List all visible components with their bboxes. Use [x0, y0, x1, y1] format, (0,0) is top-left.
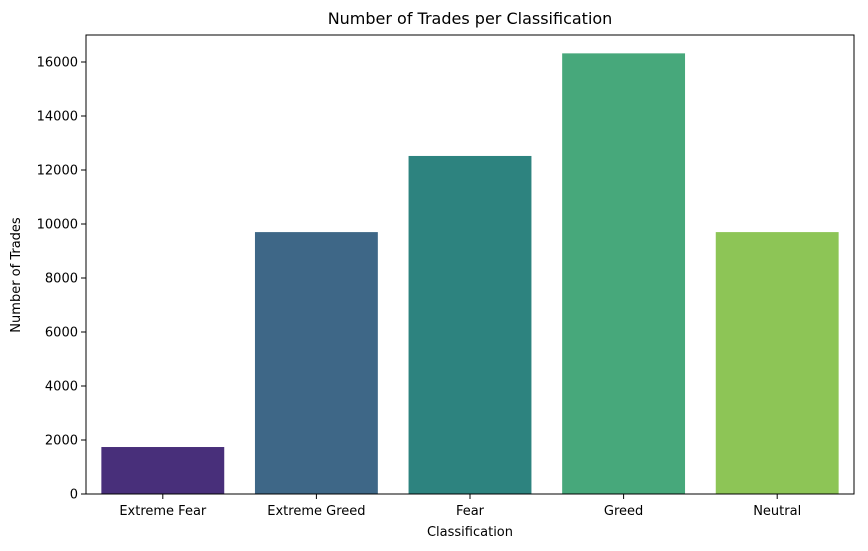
- bar-neutral: [715, 232, 839, 494]
- x-tick-label: Extreme Fear: [119, 504, 207, 519]
- y-tick-label: 4000: [45, 380, 78, 395]
- y-axis: 0 2000 4000 6000 8000 10000 12000 14000 16000: [37, 56, 86, 503]
- y-tick-label: 2000: [45, 434, 78, 449]
- bar-extreme-greed: [254, 232, 378, 494]
- x-axis: Extreme Fear Extreme Greed Fear Greed Neutra…: [119, 494, 801, 519]
- x-tick-label: Greed: [604, 504, 643, 519]
- chart-title: Number of Trades per Classification: [328, 9, 613, 28]
- x-tick-label: Neutral: [753, 504, 801, 519]
- bar-greed: [562, 53, 686, 495]
- plot-frame: [85, 34, 855, 495]
- bar-extreme-fear: [101, 447, 225, 494]
- y-axis-label: Number of Trades: [9, 217, 24, 333]
- y-tick-label: 12000: [37, 164, 78, 179]
- y-tick-label: 6000: [45, 326, 78, 341]
- y-tick-label: 10000: [37, 218, 78, 233]
- y-tick-label: 0: [70, 488, 78, 503]
- y-tick-label: 14000: [37, 110, 78, 125]
- bars-group: [101, 53, 839, 495]
- x-tick-label: Fear: [456, 504, 485, 519]
- y-tick-label: 16000: [37, 56, 78, 71]
- x-tick-label: Extreme Greed: [267, 504, 365, 519]
- x-axis-label: Classification: [427, 525, 513, 540]
- bar-fear: [408, 155, 532, 494]
- y-tick-label: 8000: [45, 272, 78, 287]
